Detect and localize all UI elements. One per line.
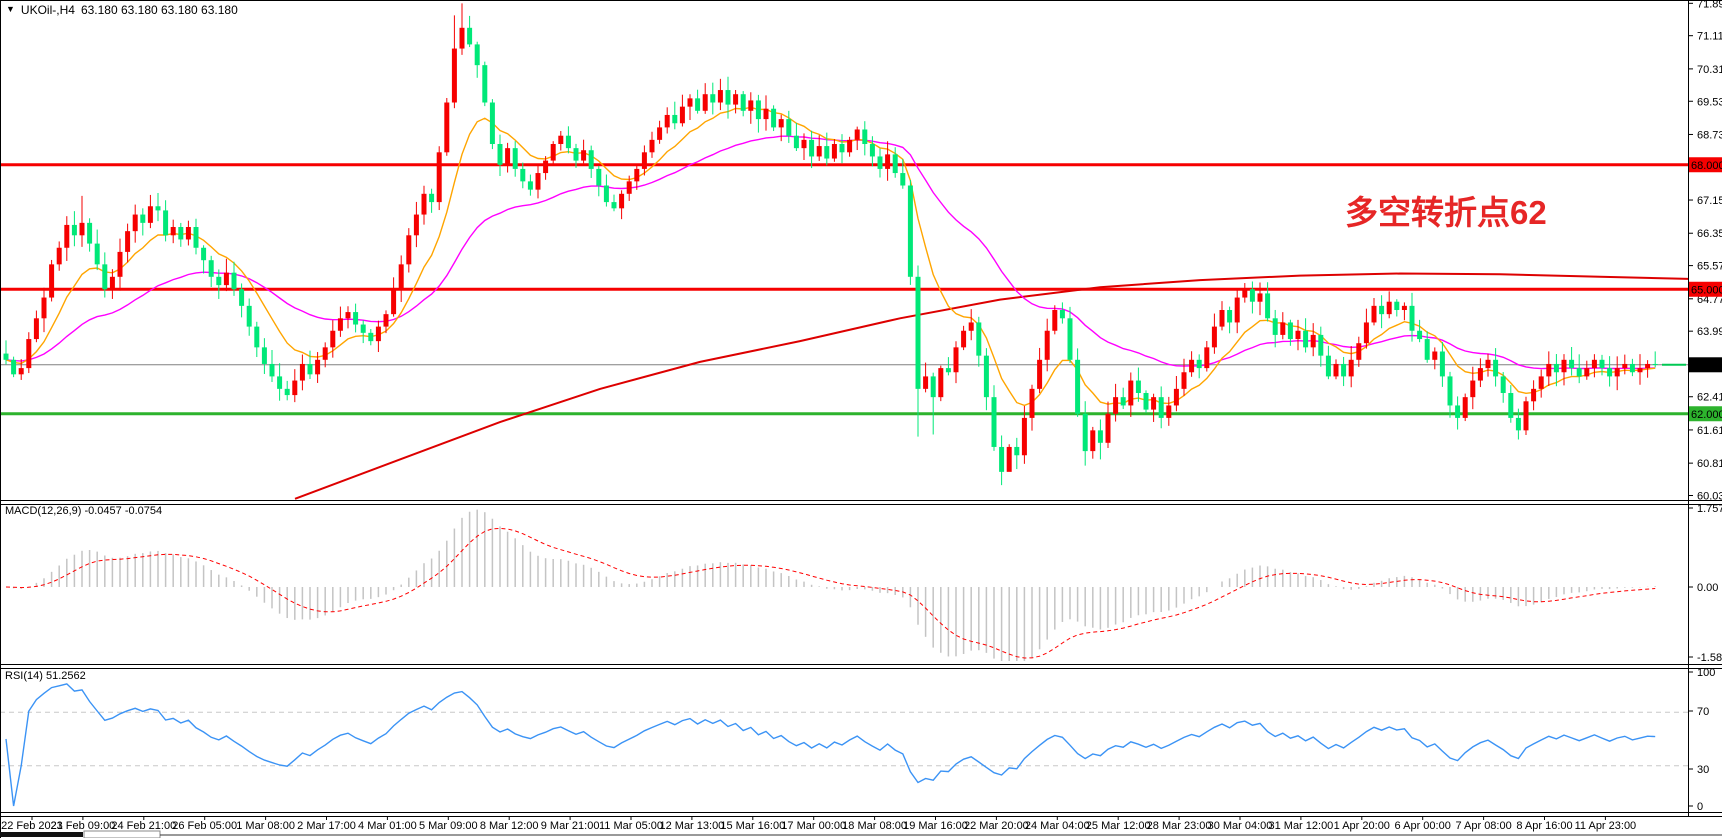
svg-text:0.00: 0.00 [1697,582,1718,594]
svg-text:100: 100 [1697,667,1715,679]
svg-text:30 Mar 04:00: 30 Mar 04:00 [1208,820,1273,832]
svg-text:66.350: 66.350 [1697,228,1722,240]
svg-text:12 Mar 13:00: 12 Mar 13:00 [659,820,724,832]
svg-text:17 Mar 00:00: 17 Mar 00:00 [781,820,846,832]
svg-text:62.410: 62.410 [1697,392,1722,404]
svg-text:24 Feb 21:00: 24 Feb 21:00 [111,820,176,832]
svg-text:5 Mar 09:00: 5 Mar 09:00 [419,820,478,832]
svg-text:25 Mar 12:00: 25 Mar 12:00 [1086,820,1151,832]
symbol-dropdown-icon[interactable]: ▼ [6,4,15,14]
svg-text:61.610: 61.610 [1697,425,1722,437]
svg-text:64.770: 64.770 [1697,294,1722,306]
svg-text:65.000: 65.000 [1691,284,1722,296]
svg-text:26 Feb 05:00: 26 Feb 05:00 [172,820,237,832]
svg-text:19 Mar 16:00: 19 Mar 16:00 [903,820,968,832]
macd-axis: 1.7579 0.00 -1.5867 [1688,503,1722,664]
svg-text:24 Mar 04:00: 24 Mar 04:00 [1025,820,1090,832]
rsi-line [5,683,1656,807]
svg-text:1 Apr 20:00: 1 Apr 20:00 [1334,820,1390,832]
macd-signal-line [5,527,1656,659]
svg-text:6 Apr 00:00: 6 Apr 00:00 [1395,820,1451,832]
svg-text:30: 30 [1697,764,1709,776]
macd-indicator-label: MACD(12,26,9) -0.0457 -0.0754 [5,505,163,517]
price-axis: 71.890 71.110 70.310 69.530 68.730 67.150 66.3… [1688,0,1722,503]
svg-text:1.7579: 1.7579 [1697,503,1722,515]
svg-text:8 Mar 12:00: 8 Mar 12:00 [480,820,539,832]
svg-text:70: 70 [1697,706,1709,718]
svg-text:15 Mar 16:00: 15 Mar 16:00 [720,820,785,832]
svg-text:22 Mar 20:00: 22 Mar 20:00 [964,820,1029,832]
svg-text:62.000: 62.000 [1691,409,1722,421]
svg-text:22 Feb 2021: 22 Feb 2021 [1,820,63,832]
svg-text:71.890: 71.890 [1697,0,1722,10]
svg-text:9 Mar 21:00: 9 Mar 21:00 [541,820,600,832]
svg-text:11 Mar 05:00: 11 Mar 05:00 [599,820,663,832]
ma-slow-line [294,272,1689,500]
svg-text:68.730: 68.730 [1697,129,1722,141]
svg-text:63.990: 63.990 [1697,326,1722,338]
level-price-label [1689,406,1722,422]
chart-title-bar: ▼ UKOil-,H4 63.180 63.180 63.180 63.180 [6,3,238,17]
svg-text:18 Mar 08:00: 18 Mar 08:00 [842,820,907,832]
text-annotation[interactable]: 多空转折点62 [1345,194,1547,231]
svg-text:28 Mar 23:00: 28 Mar 23:00 [1147,820,1212,832]
symbol-timeframe-label: UKOil-,H4 [20,3,75,17]
svg-text:4 Mar 01:00: 4 Mar 01:00 [358,820,417,832]
svg-text:-1.5867: -1.5867 [1697,652,1722,664]
svg-text:1 Mar 08:00: 1 Mar 08:00 [236,820,295,832]
current-price-label [1689,357,1722,373]
macd-histogram [12,509,1656,661]
svg-text:8 Apr 16:00: 8 Apr 16:00 [1516,820,1572,832]
svg-text:60.810: 60.810 [1697,458,1722,470]
svg-text:70.310: 70.310 [1697,64,1722,76]
svg-text:7 Apr 08:00: 7 Apr 08:00 [1455,820,1511,832]
svg-text:71.110: 71.110 [1697,31,1722,43]
ma-fast-line [5,106,1656,407]
scrollbar-track[interactable] [0,832,83,837]
svg-text:31 Mar 12:00: 31 Mar 12:00 [1268,820,1333,832]
rsi-indicator-label: RSI(14) 51.2562 [5,670,86,682]
svg-text:0: 0 [1697,801,1703,813]
svg-text:11 Apr 23:00: 11 Apr 23:00 [1575,820,1637,832]
rsi-axis: 100 70 30 0 [1688,667,1715,813]
svg-text:2 Mar 17:00: 2 Mar 17:00 [297,820,356,832]
svg-text:67.150: 67.150 [1697,195,1722,207]
svg-text:63.180: 63.180 [1691,360,1722,372]
svg-text:69.530: 69.530 [1697,96,1722,108]
svg-text:65.570: 65.570 [1697,261,1722,273]
level-price-label [1689,281,1722,297]
svg-text:23 Feb 09:00: 23 Feb 09:00 [50,820,115,832]
level-price-label [1689,157,1722,173]
candles[interactable] [3,3,1658,486]
scrollbar-thumb[interactable] [83,830,161,838]
svg-text:60.030: 60.030 [1697,491,1722,503]
ohlc-quotes-label: 63.180 63.180 63.180 63.180 [80,3,238,17]
svg-text:68.000: 68.000 [1691,160,1722,172]
